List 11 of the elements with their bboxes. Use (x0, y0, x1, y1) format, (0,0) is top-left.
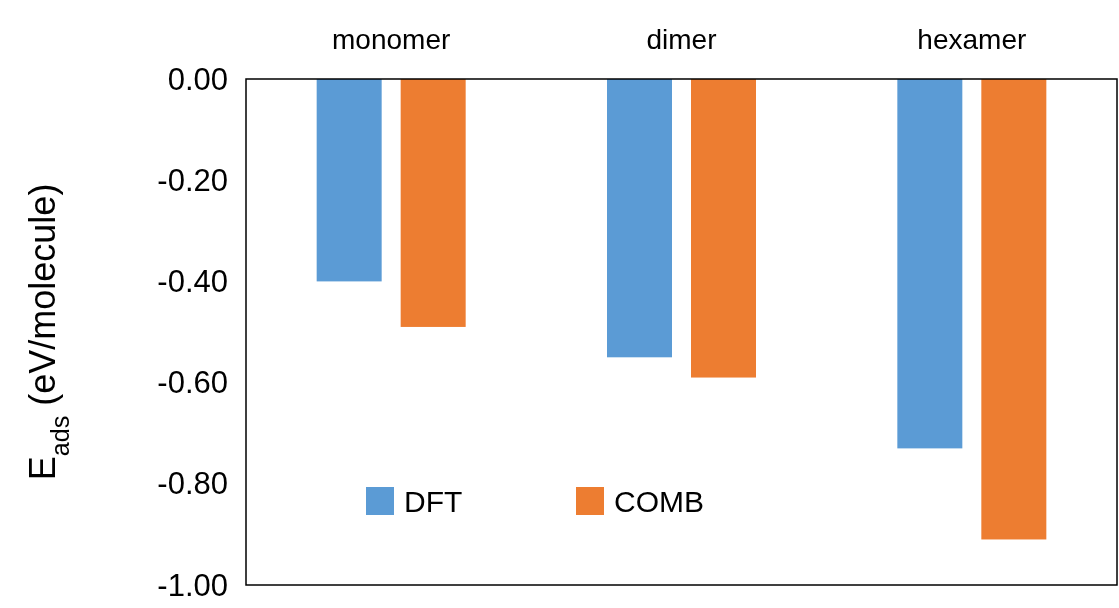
y-tick-label: -0.40 (157, 263, 228, 299)
legend-label: COMB (614, 484, 704, 518)
y-tick-label: -0.20 (157, 162, 228, 198)
y-tick-label: 0.00 (167, 61, 228, 97)
x-tick-label: monomer (332, 24, 451, 55)
legend-label: DFT (404, 484, 463, 518)
y-tick-label: -0.60 (157, 365, 228, 401)
y-tick-label: -0.80 (157, 466, 228, 502)
y-tick-label: -1.00 (157, 567, 228, 603)
x-tick-label: hexamer (917, 24, 1027, 55)
x-tick-label: dimer (646, 24, 717, 55)
